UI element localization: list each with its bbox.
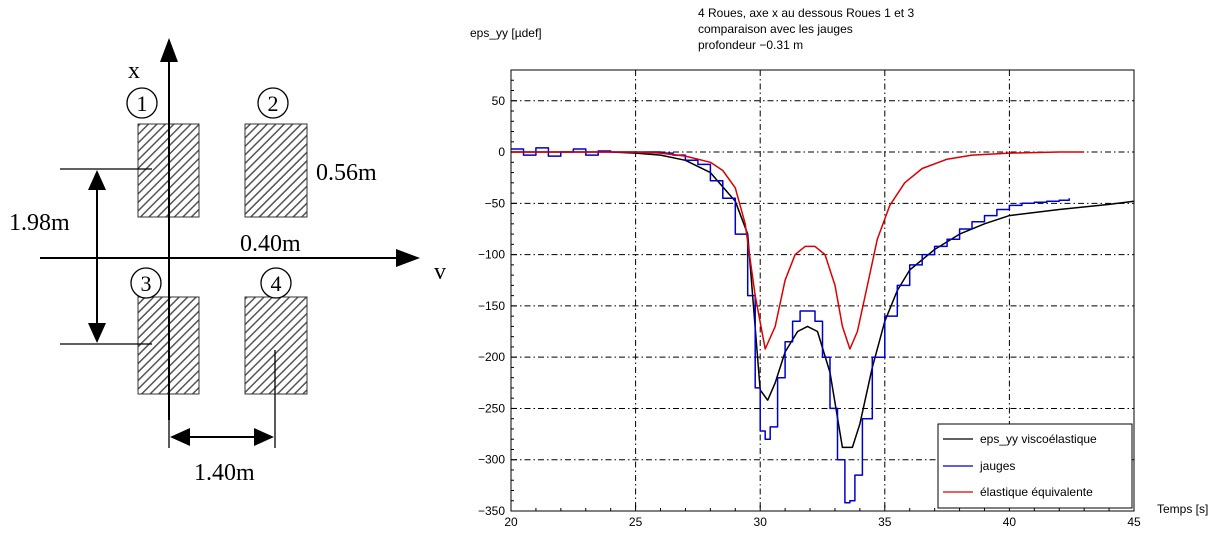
dimension-arrowhead-down	[88, 323, 106, 343]
svg-text:1: 1	[137, 91, 148, 116]
wheel-label-4: 4	[260, 267, 292, 299]
wheel-diagram: x v 1 2 3 4 1.98m 0.56m 0.40m	[9, 38, 446, 486]
series-group	[511, 147, 1135, 504]
y-tick-label: −100	[478, 248, 505, 262]
legend-label-jauges: jauges	[979, 459, 1015, 473]
dimension-axle-spacing: 1.98m	[9, 210, 70, 236]
legend-label-viscoelastic: eps_yy viscoélastique	[980, 432, 1097, 446]
dimension-wheel-gap: 0.40m	[240, 231, 301, 257]
v-axis-arrowhead	[396, 249, 420, 267]
x-axis-arrowhead	[160, 38, 178, 62]
svg-text:4: 4	[271, 271, 282, 296]
y-tick-label: −150	[478, 299, 505, 313]
chart-ylabel: eps_yy [µdef]	[470, 26, 542, 40]
x-tick-label: 45	[1127, 515, 1141, 529]
plot-frame	[510, 69, 1135, 512]
legend-label-elastic: élastique équivalente	[980, 485, 1093, 499]
y-tick-label: 50	[492, 94, 506, 108]
chart-title-line-2: comparaison avec les jauges	[698, 22, 853, 36]
chart-title-line-3: profondeur −0.31 m	[698, 38, 803, 52]
svg-text:3: 3	[141, 271, 152, 296]
dimension-arrowhead-up	[88, 170, 106, 190]
series-line-viscoelastic	[511, 151, 1135, 449]
x-tick-label: 20	[504, 515, 518, 529]
svg-text:2: 2	[268, 91, 279, 116]
y-tick-label: 0	[498, 145, 505, 159]
y-tick-label: −200	[478, 350, 505, 364]
dimension-wheel-length: 0.56m	[316, 160, 377, 186]
dimension-arrowhead-left	[170, 428, 190, 446]
chart-title-line-1: 4 Roues, axe x au dessous Roues 1 et 3	[698, 6, 914, 20]
dimension-arrowhead-right	[254, 428, 274, 446]
v-axis-label: v	[434, 259, 446, 285]
y-tick-label: −250	[478, 401, 505, 415]
series-line-elastic	[511, 151, 1085, 350]
chart-xlabel: Temps [s]	[1157, 502, 1208, 516]
x-tick-label: 40	[1003, 515, 1017, 529]
x-tick-label: 35	[878, 515, 892, 529]
legend: eps_yy viscoélastique jauges élastique é…	[937, 423, 1133, 509]
tick-labels: 20 25 30 35 40 45 50 0 −50 −100 −150 −200 −250 −300 −3…	[478, 94, 1141, 529]
y-tick-label: −300	[478, 453, 505, 467]
x-tick-label: 25	[629, 515, 643, 529]
x-tick-label: 30	[754, 515, 768, 529]
wheel-rect-2	[244, 123, 308, 218]
y-tick-label: −50	[485, 196, 506, 210]
wheel-label-3: 3	[130, 267, 162, 299]
wheel-label-1: 1	[126, 87, 158, 119]
dimension-wheel-track: 1.40m	[194, 460, 255, 486]
wheel-label-2: 2	[257, 87, 289, 119]
wheel-rect-4	[244, 296, 308, 395]
strain-chart: eps_yy [µdef] 4 Roues, axe x au dessous …	[470, 6, 1208, 529]
x-axis-label: x	[128, 58, 140, 84]
y-tick-label: −350	[478, 504, 505, 518]
